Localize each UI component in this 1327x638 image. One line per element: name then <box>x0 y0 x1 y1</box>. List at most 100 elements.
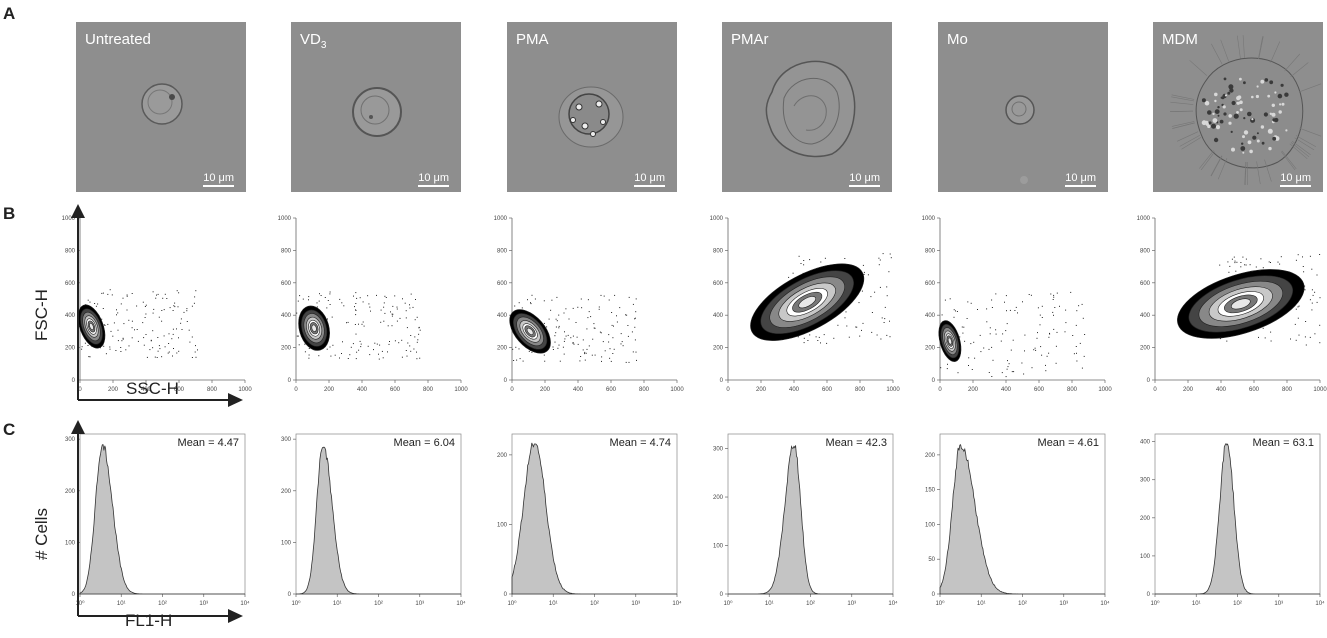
scale-bar: 10 μm <box>634 172 665 187</box>
x-tick-label: 800 <box>855 387 866 393</box>
y-tick-label: 200 <box>281 346 292 352</box>
x-tick-label: 10¹ <box>549 601 558 607</box>
micrograph-vd3: VD3 10 μm <box>291 22 461 192</box>
y-tick-label: 400 <box>281 313 292 319</box>
scale-bar: 10 μm <box>418 172 449 187</box>
y-tick-label: 400 <box>925 313 936 319</box>
x-tick-label: 10⁰ <box>723 600 733 607</box>
y-tick-label: 200 <box>713 346 724 352</box>
x-tick-label: 1000 <box>1098 387 1112 393</box>
mean-annotation: Mean = 4.47 <box>178 437 239 449</box>
y-tick-label: 0 <box>504 592 508 598</box>
x-tick-label: 800 <box>1282 387 1293 393</box>
scale-bar: 10 μm <box>1280 172 1311 187</box>
y-tick-label: 0 <box>720 378 724 384</box>
y-tick-label: 200 <box>281 489 292 495</box>
flow-plot-1: 0 200 400 600 800 1000 0 200 400 600 800 1000 <box>62 216 253 393</box>
density-contours <box>298 305 330 351</box>
x-tick-label: 0 <box>78 387 82 393</box>
y-tick-label: 300 <box>1140 478 1151 484</box>
density-contours <box>750 263 865 341</box>
y-tick-label: 200 <box>1140 346 1151 352</box>
x-tick-label: 10⁴ <box>672 600 682 607</box>
mean-annotation: Mean = 4.61 <box>1038 437 1099 449</box>
scatter-points <box>940 291 1086 378</box>
y-tick-label: 600 <box>65 281 76 287</box>
micrograph-pma: PMA 10 μm <box>507 22 677 192</box>
x-tick-label: 10² <box>1233 601 1242 607</box>
panel-label-c: C <box>3 420 16 439</box>
x-tick-label: 0 <box>510 387 514 393</box>
condition-label: PMAr <box>731 31 769 48</box>
x-tick-label: 400 <box>357 387 368 393</box>
y-tick-label: 0 <box>288 378 292 384</box>
histogram-1: 10⁰ 10¹ 10² 10³ 10⁴ 0 100 200 300 Mean = 4.47 <box>65 433 250 607</box>
x-tick-label: 10² <box>374 601 383 607</box>
x-tick-label: 800 <box>423 387 434 393</box>
x-tick-label: 10⁴ <box>240 600 250 607</box>
hist-x-axis-title: FL1-H <box>125 611 173 630</box>
y-tick-label: 50 <box>928 557 935 563</box>
hist-axis-arrows <box>71 420 243 623</box>
density-contours <box>938 320 962 362</box>
scale-bar: 10 μm <box>1065 172 1096 187</box>
x-tick-label: 200 <box>968 387 979 393</box>
scale-bar: 10 μm <box>849 172 880 187</box>
flow-plot-2: 0 200 400 600 800 1000 0 200 400 600 800 1000 <box>278 216 469 393</box>
y-tick-label: 800 <box>65 248 76 254</box>
flow-plot-6: 0 200 400 600 800 1000 0 200 400 600 800 1000 <box>1137 216 1327 393</box>
x-tick-label: 600 <box>174 387 185 393</box>
histogram-3: 10⁰ 10¹ 10² 10³ 10⁴ 0 100 200 Mean = 4.74 <box>497 433 682 607</box>
y-tick-label: 1000 <box>62 216 76 222</box>
flow-plot-3: 0 200 400 600 800 1000 0 200 400 600 800 1000 <box>494 216 685 393</box>
x-arrow-head <box>228 609 243 623</box>
y-tick-label: 1000 <box>278 216 292 222</box>
x-tick-label: 600 <box>1249 387 1260 393</box>
x-tick-label: 10⁰ <box>291 600 301 607</box>
x-tick-label: 10¹ <box>1192 601 1201 607</box>
y-tick-label: 800 <box>281 248 292 254</box>
x-arrow-head <box>228 393 243 407</box>
panel-label-a: A <box>3 4 16 23</box>
x-tick-label: 10² <box>1018 601 1027 607</box>
micrograph-pmar: PMAr 10 μm <box>722 22 892 192</box>
x-tick-label: 10¹ <box>117 601 126 607</box>
y-tick-label: 150 <box>925 488 936 494</box>
x-tick-label: 400 <box>1001 387 1012 393</box>
x-tick-label: 1000 <box>238 387 252 393</box>
y-tick-label: 0 <box>932 378 936 384</box>
y-tick-label: 600 <box>925 281 936 287</box>
histogram-area <box>79 444 245 595</box>
x-tick-label: 10³ <box>415 601 424 607</box>
x-tick-label: 10³ <box>1059 601 1068 607</box>
x-tick-label: 600 <box>390 387 401 393</box>
x-tick-label: 200 <box>108 387 119 393</box>
y-tick-label: 400 <box>713 313 724 319</box>
panel-label-b: B <box>3 204 16 223</box>
histogram-6: 10⁰ 10¹ 10² 10³ 10⁴ 0 100 200 300 400 Mean = 63.1 <box>1140 433 1325 607</box>
histogram-area <box>296 446 461 595</box>
x-tick-label: 10⁰ <box>75 600 85 607</box>
mean-annotation: Mean = 42.3 <box>826 437 887 449</box>
x-tick-label: 400 <box>789 387 800 393</box>
cell-image <box>352 87 402 137</box>
density-contours <box>509 309 551 354</box>
x-tick-label: 1000 <box>1313 387 1327 393</box>
x-tick-label: 1000 <box>454 387 468 393</box>
histogram-area <box>1155 442 1320 595</box>
x-tick-label: 10⁴ <box>1100 600 1110 607</box>
y-tick-label: 0 <box>720 592 724 598</box>
y-tick-label: 600 <box>1140 281 1151 287</box>
condition-label: PMA <box>516 31 549 48</box>
y-tick-label: 100 <box>65 540 76 546</box>
y-tick-label: 800 <box>497 248 508 254</box>
condition-label: Untreated <box>85 31 151 48</box>
micrograph-untreated: Untreated 10 μm <box>76 22 246 192</box>
condition-label: Mo <box>947 31 968 48</box>
cell-image <box>1005 95 1035 184</box>
x-tick-label: 1000 <box>886 387 900 393</box>
micrograph-mdm: MDM 10 μm <box>1153 22 1323 192</box>
y-tick-label: 600 <box>281 281 292 287</box>
y-arrow-head <box>71 420 85 434</box>
y-tick-label: 400 <box>1140 313 1151 319</box>
